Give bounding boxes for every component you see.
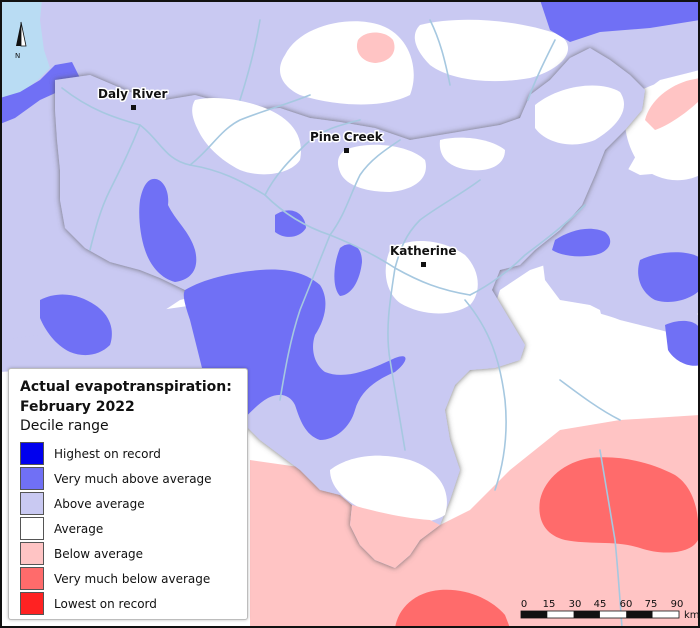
- average-patch-inner-1: [192, 97, 301, 175]
- below-average-tail: [350, 505, 440, 568]
- legend-label: Below average: [54, 546, 144, 561]
- rivers: [54, 19, 623, 628]
- very-much-above-patch-west: [139, 178, 197, 282]
- scale-tick-0: 0: [521, 599, 527, 610]
- scale-tick-90: 90: [671, 599, 684, 610]
- above-average-region-west: [0, 300, 240, 385]
- legend-label: Above average: [54, 496, 145, 511]
- below-average-patch-east: [645, 78, 700, 130]
- scale-unit: km: [684, 610, 700, 621]
- legend-panel: Actual evapotranspiration: February 2022…: [8, 368, 248, 620]
- legend-subtitle: Decile range: [20, 418, 109, 434]
- north-arrow: N: [15, 21, 27, 60]
- legend-title-line2: February 2022: [20, 399, 135, 415]
- legend-swatch: [20, 467, 44, 490]
- legend-list: Highest on record Very much above average…: [20, 441, 237, 616]
- town-marker-katherine: [421, 262, 426, 267]
- average-patch-south-tail: [330, 455, 447, 523]
- north-arrow-icon: [16, 22, 21, 46]
- town-label-daly-river: Daly River: [98, 87, 167, 101]
- average-patch-inner-2: [337, 144, 426, 192]
- town-marker-pine-creek: [344, 148, 349, 153]
- legend-swatch: [20, 492, 44, 515]
- very-much-above-patch-small-1: [275, 210, 306, 237]
- very-much-above-patch-east-2: [638, 252, 700, 302]
- legend-item-average: Average: [20, 516, 237, 541]
- average-patch-katherine: [385, 240, 478, 314]
- legend-item-above-average: Above average: [20, 491, 237, 516]
- very-much-below-average-patch-south: [395, 589, 510, 628]
- legend-swatch: [20, 567, 44, 590]
- study-region: [55, 48, 645, 568]
- town-marker-daly-river: [131, 105, 136, 110]
- legend-swatch: [20, 542, 44, 565]
- very-much-above-coast: [0, 62, 80, 124]
- below-average-patch-north: [356, 32, 395, 63]
- legend-item-lowest-on-record: Lowest on record: [20, 591, 237, 616]
- legend-label: Highest on record: [54, 446, 161, 461]
- very-much-above-patch-small-2: [334, 244, 362, 296]
- average-patch-inner-3: [535, 85, 624, 145]
- scale-tick-45: 45: [594, 599, 607, 610]
- scale-tick-15: 15: [543, 599, 556, 610]
- scale-tick-60: 60: [620, 599, 633, 610]
- average-patch-northeast: [414, 19, 569, 82]
- town-label-katherine: Katherine: [390, 244, 457, 258]
- legend-label: Average: [54, 521, 104, 536]
- town-label-pine-creek: Pine Creek: [310, 130, 384, 144]
- legend-swatch: [20, 442, 44, 465]
- average-patch-east-inner: [439, 137, 505, 171]
- legend-item-very-much-above-average: Very much above average: [20, 466, 237, 491]
- legend-label: Lowest on record: [54, 596, 157, 611]
- scale-bar: 0 15 30 45 60 75 90 km: [520, 599, 700, 621]
- legend-title-line1: Actual evapotranspiration:: [20, 379, 232, 395]
- very-much-above-patch-northeast: [540, 0, 700, 42]
- scale-tick-75: 75: [645, 599, 658, 610]
- very-much-above-patch-east-1: [552, 228, 611, 257]
- very-much-above-patch-east-3: [665, 320, 700, 366]
- legend-swatch: [20, 517, 44, 540]
- legend-item-below-average: Below average: [20, 541, 237, 566]
- very-much-above-patch-west-2: [40, 294, 112, 356]
- water-body: [0, 0, 50, 98]
- legend-label: Very much above average: [54, 471, 212, 486]
- scale-tick-30: 30: [569, 599, 582, 610]
- very-much-below-average-patch-southeast: [539, 457, 699, 553]
- legend-swatch: [20, 592, 44, 615]
- legend-item-very-much-below-average: Very much below average: [20, 566, 237, 591]
- legend-item-highest-on-record: Highest on record: [20, 441, 237, 466]
- legend-label: Very much below average: [54, 571, 211, 586]
- north-label: N: [15, 52, 20, 60]
